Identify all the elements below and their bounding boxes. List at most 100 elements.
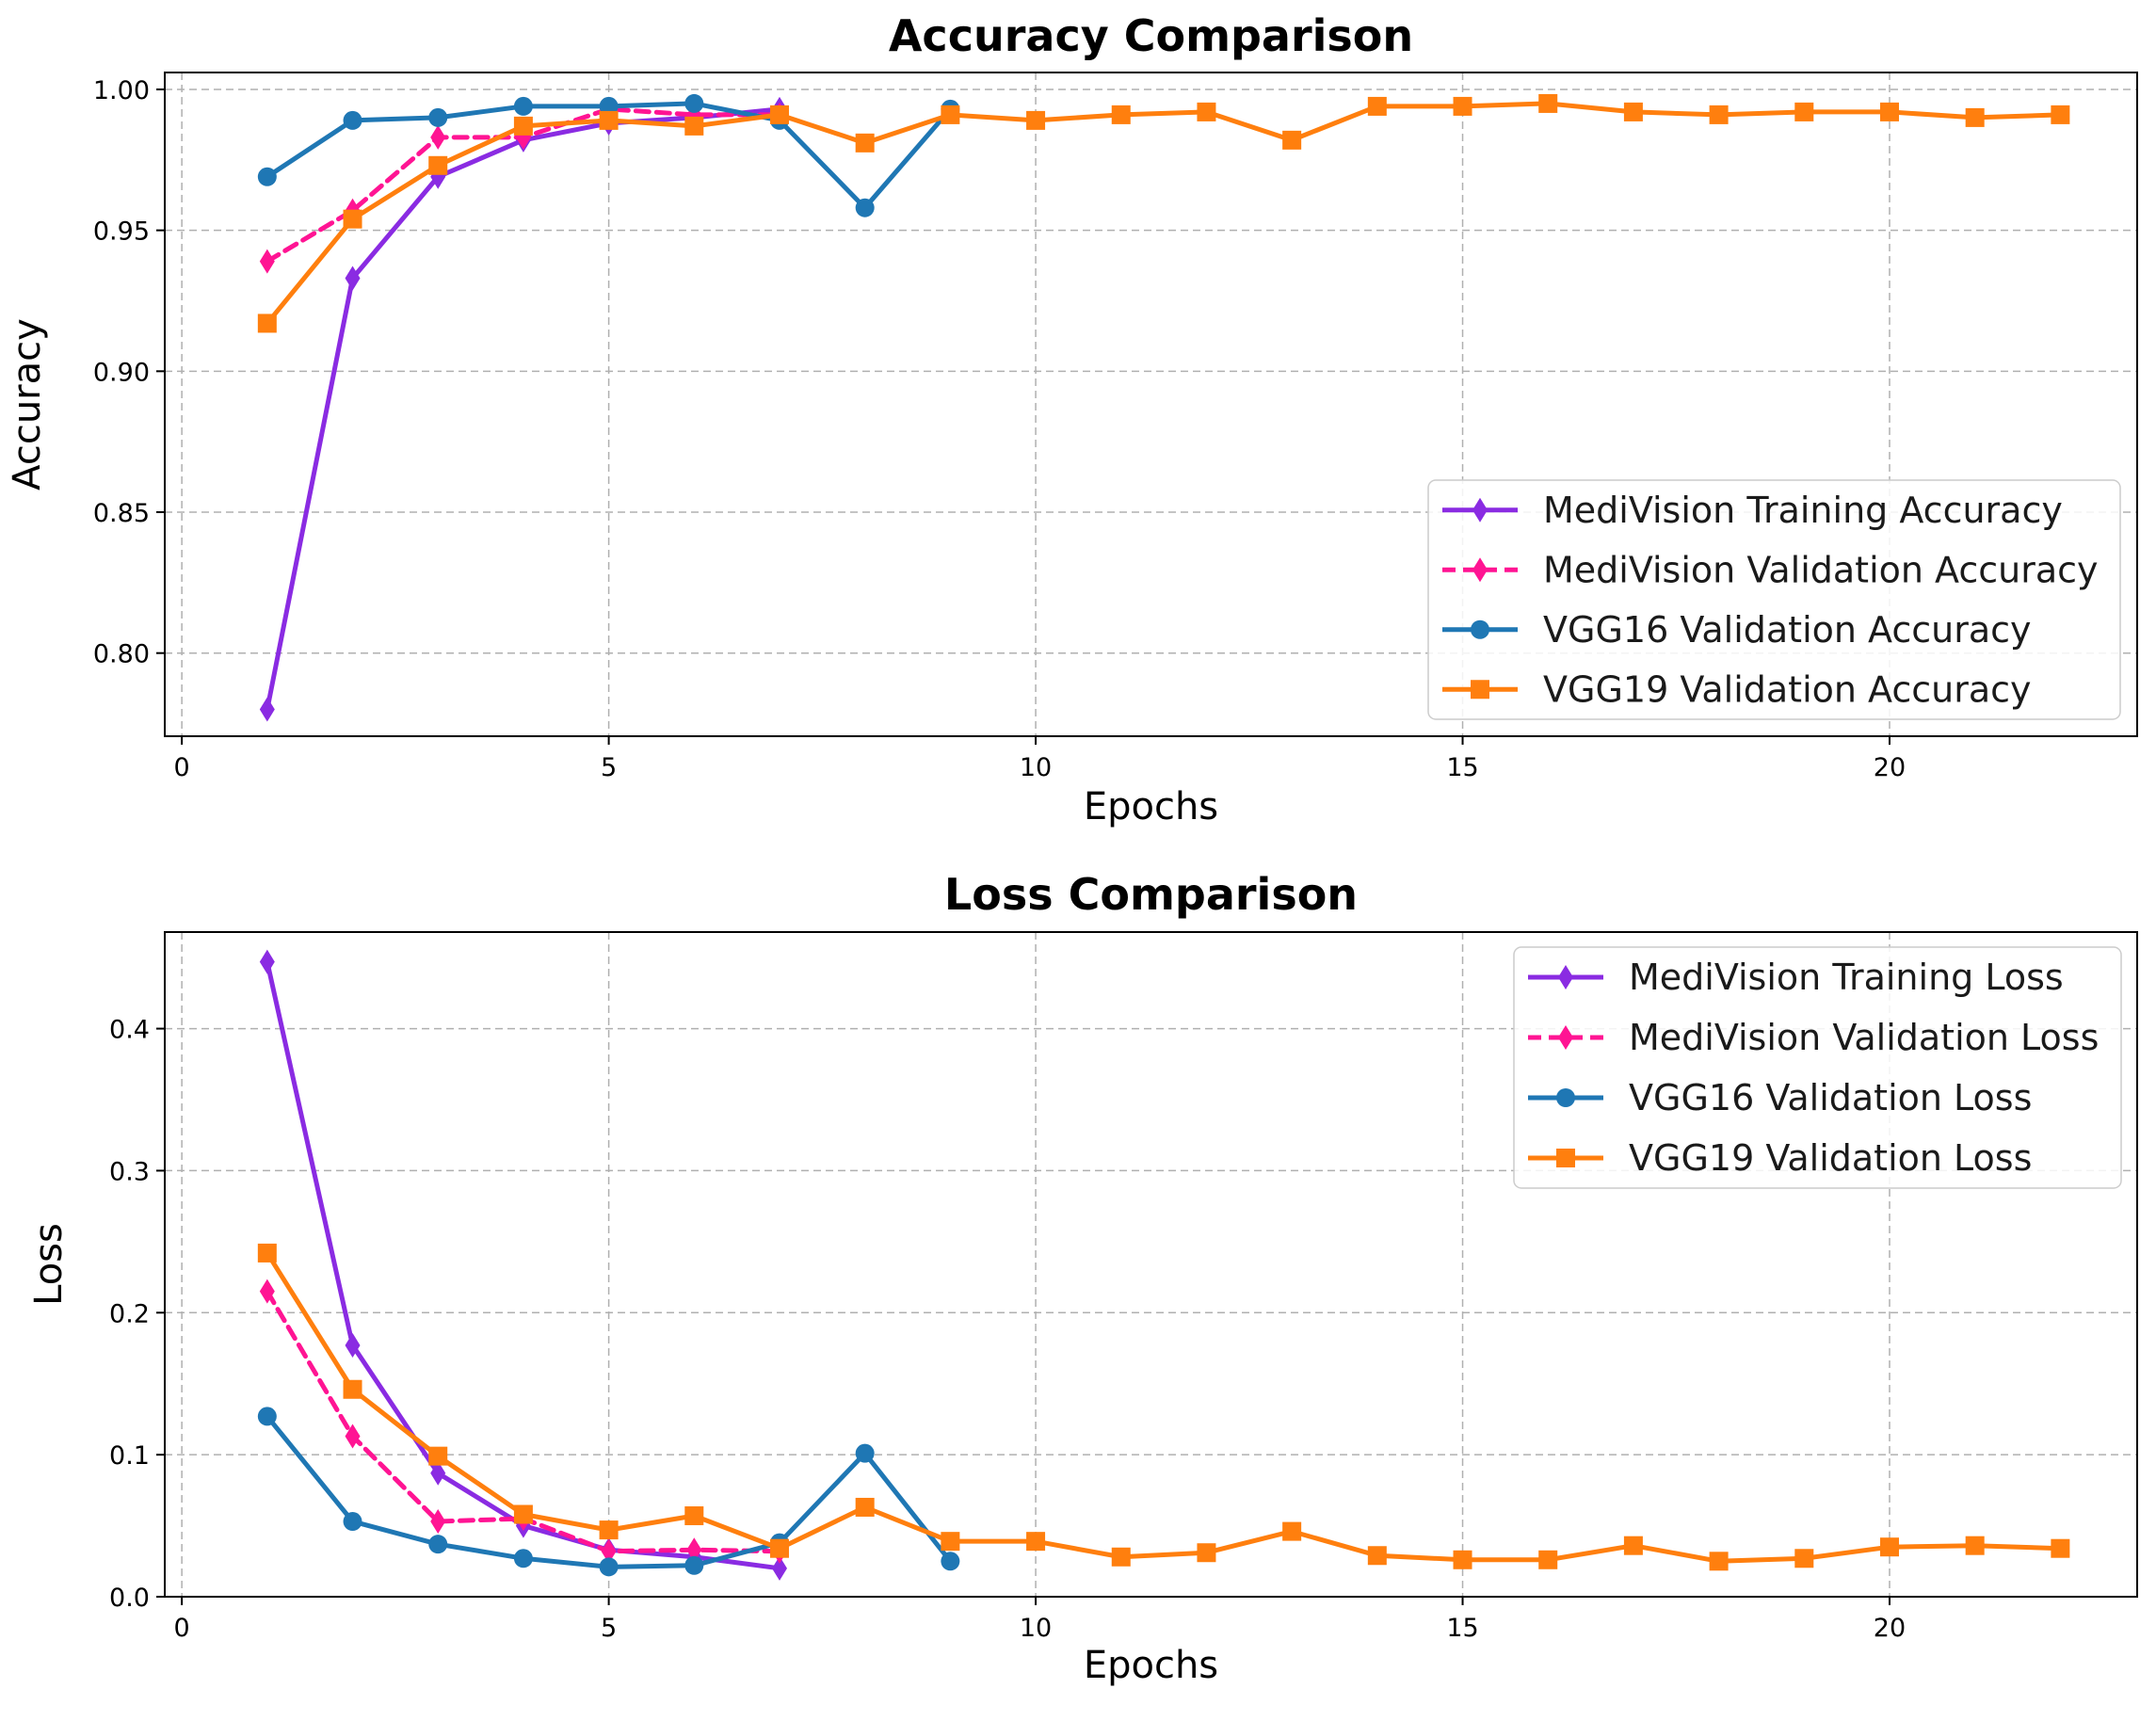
x-tick-label: 10	[1020, 753, 1052, 782]
legend-swatch-marker	[1471, 680, 1489, 700]
legend-swatch-marker	[1556, 1149, 1575, 1167]
y-tick-label: 0.4	[109, 1016, 150, 1045]
x-tick-label: 5	[601, 1614, 617, 1643]
data-point	[1111, 1547, 1131, 1567]
legend: MediVision Training Loss MediVision Valid…	[1513, 946, 2122, 1189]
chart-title: Accuracy Comparison	[889, 10, 1413, 61]
y-tick-label: 0.80	[93, 640, 150, 669]
data-point	[941, 1552, 960, 1571]
data-point	[428, 1446, 448, 1466]
data-point	[1367, 1546, 1387, 1566]
legend-swatch-marker	[1472, 557, 1488, 583]
data-point	[259, 1279, 275, 1304]
legend: MediVision Training Accuracy MediVision V…	[1427, 479, 2121, 720]
legend-box	[1427, 479, 2121, 720]
chart-title: Loss Comparison	[944, 869, 1358, 920]
data-point	[941, 1532, 960, 1552]
accuracy-chart: 0 5 10 15 20 0.80 0.85 0.90 0.95 1.00 Accuracy Com…	[6, 10, 2138, 828]
data-point	[345, 1332, 361, 1358]
data-point	[1197, 1543, 1216, 1563]
data-point	[1794, 1549, 1814, 1568]
data-point	[1453, 1550, 1472, 1569]
data-point	[1197, 102, 1216, 121]
legend-swatch-marker	[1558, 965, 1573, 989]
data-point	[855, 1443, 875, 1463]
series-line	[265, 1250, 2063, 1564]
x-axis-label: Epochs	[1084, 785, 1218, 828]
data-point	[941, 105, 960, 124]
data-point	[684, 93, 704, 113]
data-point	[601, 1538, 617, 1564]
data-point	[428, 1535, 448, 1554]
y-tick-label: 0.85	[93, 499, 150, 528]
data-point	[257, 167, 277, 186]
data-point	[1965, 1536, 1985, 1555]
legend-label: MediVision Validation Loss	[1629, 1017, 2099, 1058]
x-tick-label: 15	[1446, 1614, 1478, 1643]
data-point	[1111, 105, 1131, 124]
y-tick-label: 0.3	[109, 1157, 150, 1186]
x-tick-label: 0	[174, 753, 190, 782]
data-point	[1794, 102, 1814, 121]
y-tick-label: 0.2	[109, 1299, 150, 1328]
data-point	[2051, 105, 2070, 124]
data-point	[599, 1520, 619, 1540]
data-point	[769, 1538, 789, 1558]
legend-swatch-marker	[1472, 497, 1488, 523]
data-point	[684, 116, 704, 136]
x-tick-label: 5	[601, 753, 617, 782]
legend-label: VGG16 Validation Accuracy	[1543, 609, 2032, 651]
series-medivision-training-loss	[259, 949, 787, 1581]
series-vgg19-validation-loss	[257, 1243, 2070, 1571]
data-point	[686, 1537, 702, 1563]
x-tick-label: 10	[1020, 1614, 1052, 1643]
data-point	[513, 116, 533, 136]
legend-label: MediVision Validation Accuracy	[1543, 549, 2099, 590]
legend-label: MediVision Training Loss	[1629, 957, 2064, 998]
data-point	[257, 314, 277, 333]
data-point	[1026, 110, 1046, 130]
data-point	[1879, 102, 1899, 121]
data-point	[1709, 105, 1729, 124]
legend-item: VGG16 Validation Accuracy	[1442, 609, 2032, 651]
data-point	[343, 1512, 362, 1532]
data-point	[1538, 1550, 1558, 1569]
x-tick-label: 20	[1874, 1614, 1906, 1643]
data-point	[428, 107, 448, 127]
data-point	[2051, 1538, 2070, 1558]
data-point	[430, 124, 446, 150]
y-tick-label: 0.95	[93, 217, 150, 247]
legend-item: VGG19 Validation Accuracy	[1442, 668, 2032, 710]
y-tick-label: 0.90	[93, 358, 150, 387]
data-point	[345, 265, 361, 291]
data-point	[259, 697, 275, 722]
y-tick-label: 1.00	[93, 76, 150, 105]
data-point	[513, 96, 533, 116]
legend-item: MediVision Training Loss	[1528, 957, 2064, 998]
legend-label: VGG19 Validation Loss	[1629, 1137, 2032, 1179]
data-point	[1965, 107, 1985, 127]
data-point	[259, 949, 275, 974]
legend-item: MediVision Validation Accuracy	[1442, 549, 2099, 590]
data-point	[343, 209, 362, 229]
data-point	[1623, 102, 1643, 121]
data-point	[257, 1407, 277, 1426]
y-tick-label: 0.0	[109, 1584, 150, 1613]
series-line	[265, 959, 782, 1571]
data-point	[1026, 1532, 1046, 1552]
data-point	[513, 1504, 533, 1524]
legend-box	[1513, 946, 2122, 1189]
legend-swatch-marker	[1556, 1088, 1575, 1107]
data-point	[428, 155, 448, 175]
legend-label: VGG19 Validation Accuracy	[1543, 668, 2032, 710]
y-tick-label: 0.1	[109, 1441, 150, 1471]
legend-item: VGG19 Validation Loss	[1528, 1137, 2032, 1179]
y-axis-label: Loss	[27, 1223, 71, 1306]
data-point	[1879, 1537, 1899, 1557]
data-point	[513, 1549, 533, 1568]
data-point	[855, 133, 875, 153]
data-point	[257, 1243, 277, 1263]
data-point	[855, 198, 875, 217]
data-point	[345, 1423, 361, 1449]
